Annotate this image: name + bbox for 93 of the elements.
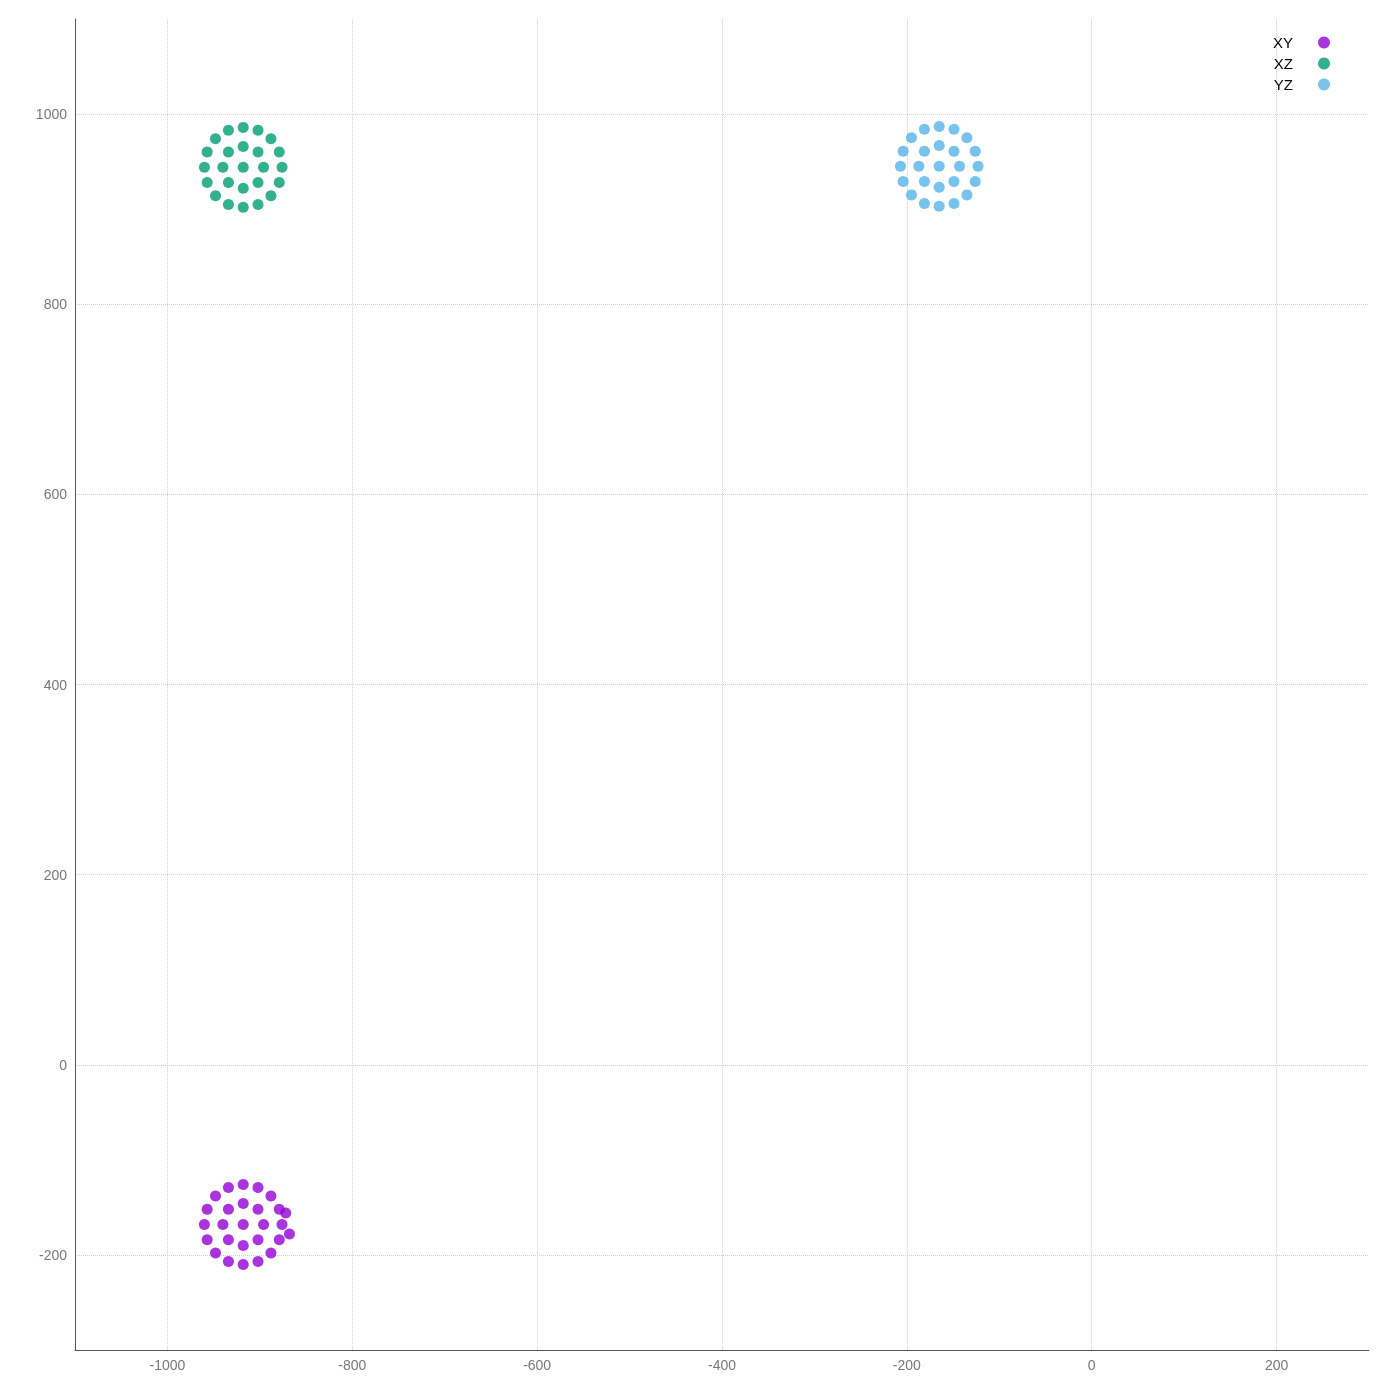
point: [198, 1219, 210, 1230]
point: [948, 176, 960, 188]
point: [258, 1219, 270, 1230]
point: [948, 197, 960, 209]
point: [283, 1228, 295, 1240]
point: [897, 176, 909, 188]
point: [222, 198, 234, 210]
point: [222, 1234, 234, 1246]
point: [933, 181, 945, 193]
y-tick-label: 600: [43, 486, 68, 503]
point: [252, 1203, 264, 1215]
point: [201, 177, 213, 189]
y-tick-label: 200: [43, 866, 68, 883]
point: [948, 145, 960, 157]
point: [265, 1247, 277, 1259]
point: [933, 139, 945, 151]
point: [897, 145, 909, 157]
x-tick-label: -200: [892, 1357, 922, 1373]
point: [201, 1234, 213, 1246]
point: [237, 1198, 249, 1210]
point: [954, 160, 966, 172]
y-tick-label: -200: [38, 1246, 68, 1263]
point: [237, 161, 249, 173]
y-tick-label: 800: [43, 296, 68, 313]
point: [913, 160, 925, 172]
legend-label: XY: [1272, 34, 1293, 51]
point: [252, 124, 264, 136]
y-tick-label: 0: [59, 1056, 68, 1073]
point: [252, 146, 264, 158]
point: [210, 1247, 221, 1259]
point: [210, 1190, 221, 1202]
point: [961, 132, 973, 144]
point: [894, 160, 906, 172]
point: [210, 133, 221, 145]
point: [933, 120, 945, 132]
x-tick-label: 0: [1087, 1357, 1096, 1373]
point: [273, 146, 285, 158]
point: [905, 189, 917, 201]
legend-label: YZ: [1273, 76, 1293, 93]
point: [222, 1181, 234, 1193]
point: [201, 146, 213, 158]
point: [273, 177, 285, 189]
point: [222, 124, 234, 136]
point: [237, 1179, 249, 1191]
point: [905, 132, 917, 144]
point: [237, 121, 249, 133]
point: [972, 160, 984, 172]
point: [918, 123, 930, 135]
point: [237, 1219, 249, 1230]
point: [276, 1219, 288, 1230]
point: [210, 190, 221, 202]
point: [258, 161, 270, 173]
x-tick-label: -1000: [149, 1357, 186, 1373]
point: [252, 177, 264, 189]
point: [222, 177, 234, 189]
point: [237, 201, 249, 213]
point: [961, 189, 973, 201]
point: [198, 161, 210, 173]
point: [276, 161, 288, 173]
y-tick-label: 1000: [35, 106, 68, 123]
x-tick-label: 200: [1264, 1357, 1289, 1373]
point: [201, 1203, 213, 1215]
point: [252, 198, 264, 210]
point: [237, 1258, 249, 1270]
point: [918, 145, 930, 157]
point: [237, 1239, 249, 1251]
point: [252, 1181, 264, 1193]
point: [918, 176, 930, 188]
point: [252, 1256, 264, 1268]
point: [918, 197, 930, 209]
x-tick-label: -600: [523, 1357, 552, 1373]
point: [969, 176, 981, 188]
point: [237, 182, 249, 194]
point: [933, 160, 945, 172]
x-tick-label: -400: [707, 1357, 737, 1373]
point: [969, 145, 981, 157]
point: [280, 1207, 292, 1219]
point: [273, 1234, 285, 1246]
point: [222, 1203, 234, 1215]
y-tick-label: 400: [43, 676, 68, 693]
point: [237, 140, 249, 152]
point: [217, 161, 229, 173]
point: [222, 1256, 234, 1268]
point: [222, 146, 234, 158]
point: [948, 123, 960, 135]
point: [933, 200, 945, 212]
x-tick-label: -800: [338, 1357, 367, 1373]
legend-label: XZ: [1273, 55, 1293, 72]
point: [265, 133, 277, 145]
point: [265, 1190, 277, 1202]
point: [217, 1219, 229, 1230]
point: [265, 190, 277, 202]
point: [252, 1234, 264, 1246]
